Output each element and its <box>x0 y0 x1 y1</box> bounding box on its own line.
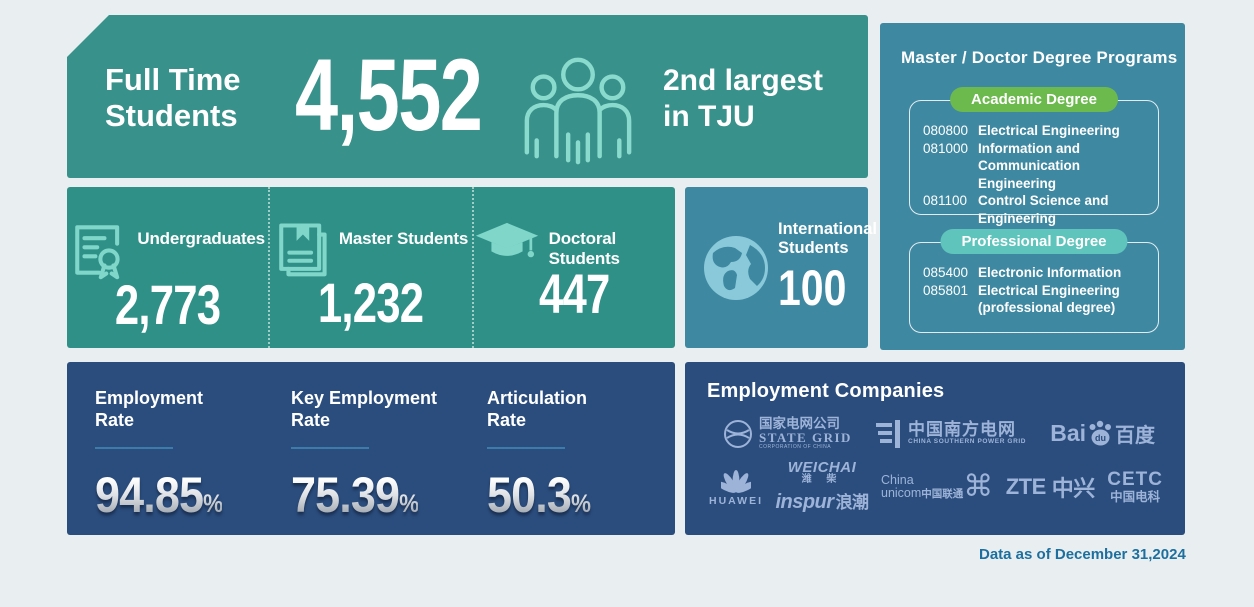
data-date-footnote: Data as of December 31,2024 <box>979 546 1186 563</box>
rate-articulation: Articulation Rate 50.3% <box>469 362 665 535</box>
international-value: 100 <box>778 260 847 316</box>
academic-degree-badge: Academic Degree <box>950 87 1118 112</box>
program-code: 085801 <box>923 282 969 298</box>
divider <box>95 446 173 449</box>
graduation-cap-icon <box>474 220 540 268</box>
unicom-knot-icon: ⌘ <box>963 470 994 504</box>
stat-value: 2,773 <box>114 273 221 336</box>
employment-rates-card: Employment Rate 94.85% Key Employment Ra… <box>67 362 675 535</box>
cetc-cn: 中国电科 <box>1110 490 1161 505</box>
rate-value: 94.85 <box>95 466 204 523</box>
program-row: 080800 Electrical Engineering <box>923 122 1150 140</box>
program-code: 081100 <box>923 193 968 208</box>
state-grid-cn: 国家电网公司 <box>759 416 840 431</box>
weichai-logo: WEICHAI 潍 柴 <box>788 460 857 485</box>
inspur-cn: 浪潮 <box>835 493 870 513</box>
unicom-en2: unicom <box>881 486 922 501</box>
companies-title: Employment Companies <box>707 380 945 402</box>
people-group-icon <box>519 53 637 165</box>
program-row: 085801 Electrical Engineering (professio… <box>923 282 1150 317</box>
stat-value: 1,232 <box>318 271 424 334</box>
zte-en: ZTE <box>1005 474 1047 500</box>
weichai-en: WEICHAI <box>787 459 857 477</box>
degree-programs-panel: Master / Doctor Degree Programs Academic… <box>880 23 1185 350</box>
program-row: 081100 Control Science and Engineering <box>923 192 1150 227</box>
rate-label: Key Employment Rate <box>291 388 438 430</box>
state-grid-logo: 国家电网公司 STATE GRID CORPORATION OF CHINA <box>723 416 852 450</box>
academic-degree-group: Academic Degree 080800 Electrical Engine… <box>909 87 1159 226</box>
professional-degree-badge: Professional Degree <box>940 229 1128 254</box>
globe-icon <box>701 233 771 303</box>
student-stats-strip: Undergraduates 2,773 Master Students 1,2… <box>67 187 675 348</box>
state-grid-icon <box>723 419 753 449</box>
program-code: 085400 <box>923 265 969 280</box>
zte-logo: ZTE 中兴 <box>1005 471 1096 503</box>
program-name: Information and Communication Engineerin… <box>978 140 1081 191</box>
divider <box>487 446 565 449</box>
rate-unit: % <box>203 489 223 518</box>
book-icon <box>274 220 330 278</box>
rate-value: 50.3 <box>487 466 571 523</box>
huawei-flower-icon <box>721 468 751 494</box>
inspur-logo: inspur 浪潮 <box>775 488 870 514</box>
program-name: Electronic Information <box>978 265 1122 280</box>
rate-unit: % <box>570 489 591 518</box>
employment-companies-card: Employment Companies 国家电网公司 STATE GRID C… <box>685 362 1185 535</box>
cetc-logo: CETC 中国电科 <box>1107 470 1163 504</box>
certificate-icon <box>70 220 128 280</box>
stat-label: Master Students <box>338 229 469 248</box>
southern-grid-icon <box>876 419 902 448</box>
program-code: 081000 <box>923 140 969 156</box>
huawei-text: HUAWEI <box>709 494 763 507</box>
rate-key-employment: Key Employment Rate 75.39% <box>273 362 469 535</box>
unicom-en1: China <box>881 472 914 487</box>
state-grid-sub: CORPORATION OF CHINA <box>759 443 832 450</box>
rate-unit: % <box>399 489 419 518</box>
southern-grid-en: CHINA SOUTHERN POWER GRID <box>908 438 1027 446</box>
program-row: 081000 Information and Communication Eng… <box>923 140 1150 193</box>
rate-employment: Employment Rate 94.85% <box>77 362 273 535</box>
international-label: International Students <box>778 220 878 258</box>
stat-label: Undergraduates <box>137 229 265 248</box>
programs-title: Master / Doctor Degree Programs <box>901 48 1178 67</box>
program-name: Electrical Engineering <box>978 123 1120 138</box>
stat-doctoral-students: Doctoral Students 447 <box>471 187 675 348</box>
rate-value: 75.39 <box>291 466 400 523</box>
program-code: 080800 <box>923 123 969 138</box>
baidu-cn: 百度 <box>1115 425 1155 448</box>
zte-cn: 中兴 <box>1051 476 1096 502</box>
international-students-card: International Students 100 <box>685 187 877 348</box>
state-grid-en: STATE GRID <box>759 430 852 446</box>
stat-label: Doctoral Students <box>548 229 620 268</box>
china-unicom-logo: China unicom中国联通 ⌘ <box>881 470 994 504</box>
program-name: Control Science and Engineering <box>978 193 1109 226</box>
banner-note: 2nd largest in TJU <box>663 64 824 133</box>
huawei-logo: HUAWEI <box>709 468 763 507</box>
rate-label: Articulation Rate <box>487 388 588 430</box>
rate-label: Employment Rate <box>95 388 204 430</box>
banner-title: Full Time Students <box>105 62 241 134</box>
china-southern-power-grid-logo: 中国南方电网 CHINA SOUTHERN POWER GRID <box>876 419 1027 448</box>
stat-master-students: Master Students 1,232 <box>268 187 471 348</box>
baidu-paw-icon: du <box>1087 420 1114 447</box>
southern-grid-cn: 中国南方电网 <box>908 420 1017 440</box>
program-row: 085400 Electronic Information <box>923 264 1150 282</box>
divider <box>291 446 369 449</box>
inspur-en: inspur <box>775 491 834 514</box>
baidu-logo: Bai du 百度 <box>1050 419 1155 448</box>
professional-degree-group: Professional Degree 085400 Electronic In… <box>909 229 1159 333</box>
stat-undergraduates: Undergraduates 2,773 <box>67 187 268 348</box>
full-time-students-banner: Full Time Students 4,552 2nd largest in … <box>67 15 868 178</box>
baidu-du: du <box>1095 433 1106 443</box>
unicom-cn: 中国联通 <box>921 488 964 501</box>
program-name: Electrical Engineering (professional deg… <box>978 282 1120 316</box>
stat-value: 447 <box>539 262 610 325</box>
baidu-latin: Bai <box>1050 420 1086 447</box>
weichai-inspur-stack: WEICHAI 潍 柴 inspur 浪潮 <box>775 460 870 514</box>
cetc-en: CETC <box>1107 469 1163 491</box>
weichai-cn: 潍 柴 <box>801 474 843 486</box>
full-time-students-value: 4,552 <box>295 38 483 152</box>
